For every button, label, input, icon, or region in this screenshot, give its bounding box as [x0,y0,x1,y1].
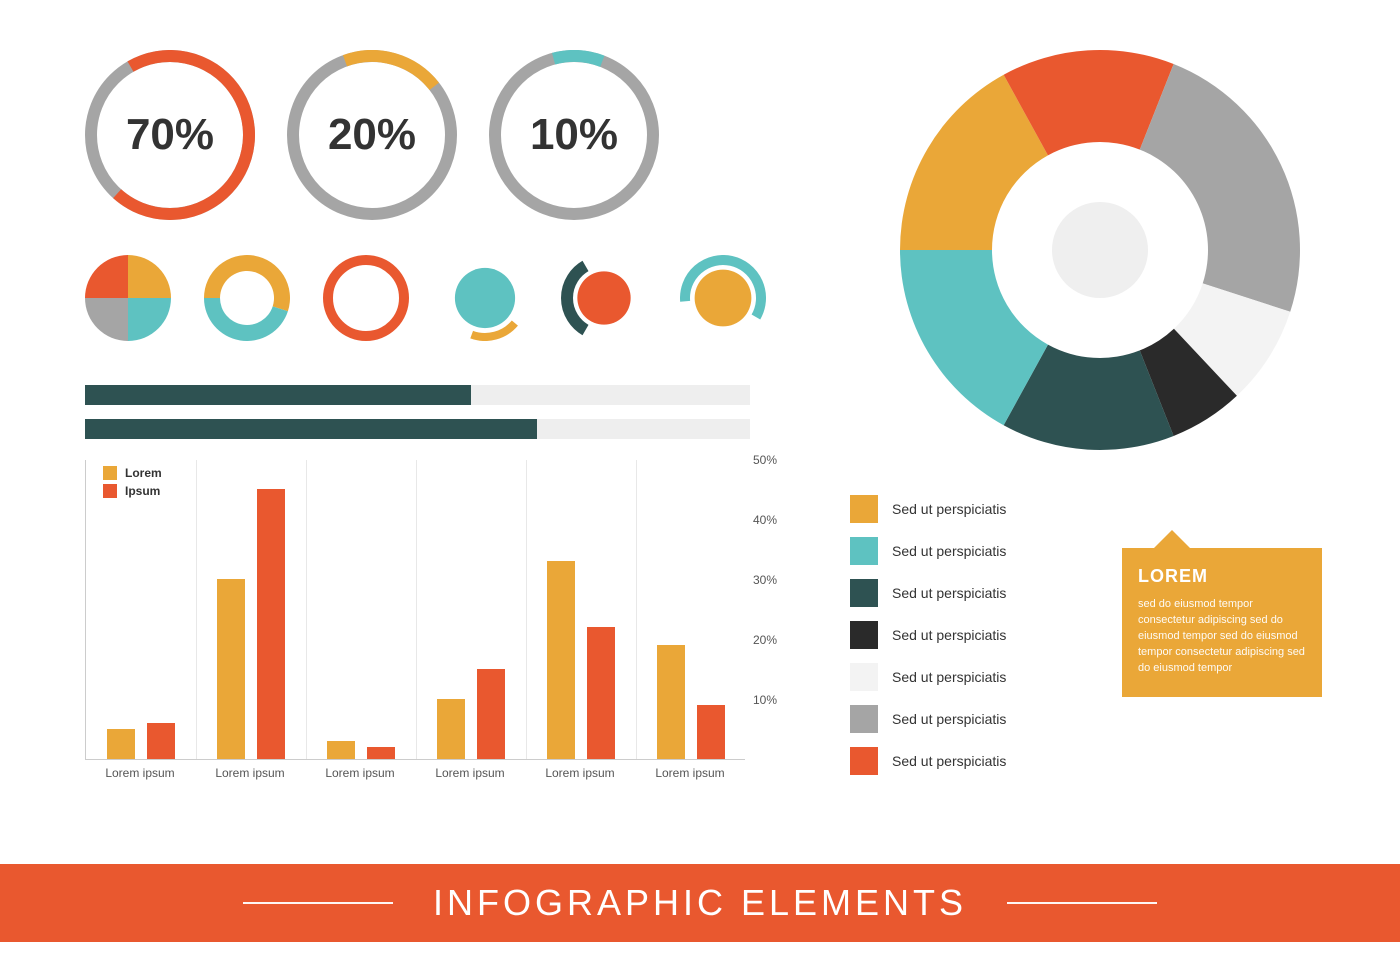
legend-swatch [850,621,878,649]
footer-banner: INFOGRAPHIC ELEMENTS [0,864,1400,942]
progress-ring-label: 10% [489,50,659,220]
bar-chart-xlabel: Lorem ipsum [415,766,525,780]
mini-chart-row [85,255,766,341]
legend-swatch [850,705,878,733]
callout-box: LOREM sed do eiusmod tempor consectetur … [1122,530,1322,697]
large-donut-chart [890,40,1310,460]
grouped-bar-chart: LoremIpsum Lorem ipsumLorem ipsumLorem i… [85,460,785,800]
legend-label: Sed ut perspiciatis [892,627,1006,643]
legend-row: Sed ut perspiciatis [850,621,1110,649]
footer-title: INFOGRAPHIC ELEMENTS [433,882,967,924]
legend-swatch [850,747,878,775]
mini-chart [204,255,290,341]
progress-ring-label: 70% [85,50,255,220]
color-legend-list: Sed ut perspiciatis Sed ut perspiciatis Se… [850,495,1110,789]
mini-chart [442,255,528,341]
progress-rings: 70%20%10% [85,50,659,220]
bar-chart-xlabel: Lorem ipsum [635,766,745,780]
mini-chart [85,255,171,341]
bar [367,747,395,759]
progress-ring-label: 20% [287,50,457,220]
bar [697,705,725,759]
mini-chart [323,255,409,341]
bar [217,579,245,759]
bar-chart-ylabel: 30% [753,573,777,587]
legend-label: Sed ut perspiciatis [892,669,1006,685]
legend-row: Sed ut perspiciatis [850,579,1110,607]
bar-chart-ylabel: 50% [753,453,777,467]
legend-label: Sed ut perspiciatis [892,711,1006,727]
bar [547,561,575,759]
callout-body: sed do eiusmod tempor consectetur adipis… [1138,597,1306,677]
legend-row: Sed ut perspiciatis [850,705,1110,733]
progress-ring: 20% [287,50,457,220]
legend-label: Sed ut perspiciatis [892,543,1006,559]
legend-row: Sed ut perspiciatis [850,663,1110,691]
legend-row: Sed ut perspiciatis [850,747,1110,775]
mini-chart [561,255,647,341]
bar [437,699,465,759]
footer-rule-right [1007,902,1157,904]
bar [657,645,685,759]
callout-pointer [1154,530,1190,548]
legend-swatch [850,579,878,607]
progress-ring: 10% [489,50,659,220]
bar-chart-ylabel: 20% [753,633,777,647]
bar [477,669,505,759]
bar-chart-xlabel: Lorem ipsum [525,766,635,780]
mini-chart [680,255,766,341]
legend-label: Sed ut perspiciatis [892,753,1006,769]
bar-chart-ylabel: 10% [753,693,777,707]
legend-swatch [850,537,878,565]
progress-ring: 70% [85,50,255,220]
progress-bar [85,385,750,405]
bar-chart-xlabel: Lorem ipsum [305,766,415,780]
callout-title: LOREM [1138,566,1306,587]
progress-bars [85,385,750,453]
bar [327,741,355,759]
bar [107,729,135,759]
progress-bar [85,419,750,439]
bar-chart-plot [85,460,745,760]
legend-swatch [850,495,878,523]
legend-row: Sed ut perspiciatis [850,495,1110,523]
legend-row: Sed ut perspiciatis [850,537,1110,565]
bar-chart-ylabel: 40% [753,513,777,527]
legend-label: Sed ut perspiciatis [892,501,1006,517]
legend-swatch [850,663,878,691]
bar-chart-xlabel: Lorem ipsum [85,766,195,780]
legend-label: Sed ut perspiciatis [892,585,1006,601]
bar [257,489,285,759]
bar-chart-xlabel: Lorem ipsum [195,766,305,780]
footer-rule-left [243,902,393,904]
bar [147,723,175,759]
bar [587,627,615,759]
